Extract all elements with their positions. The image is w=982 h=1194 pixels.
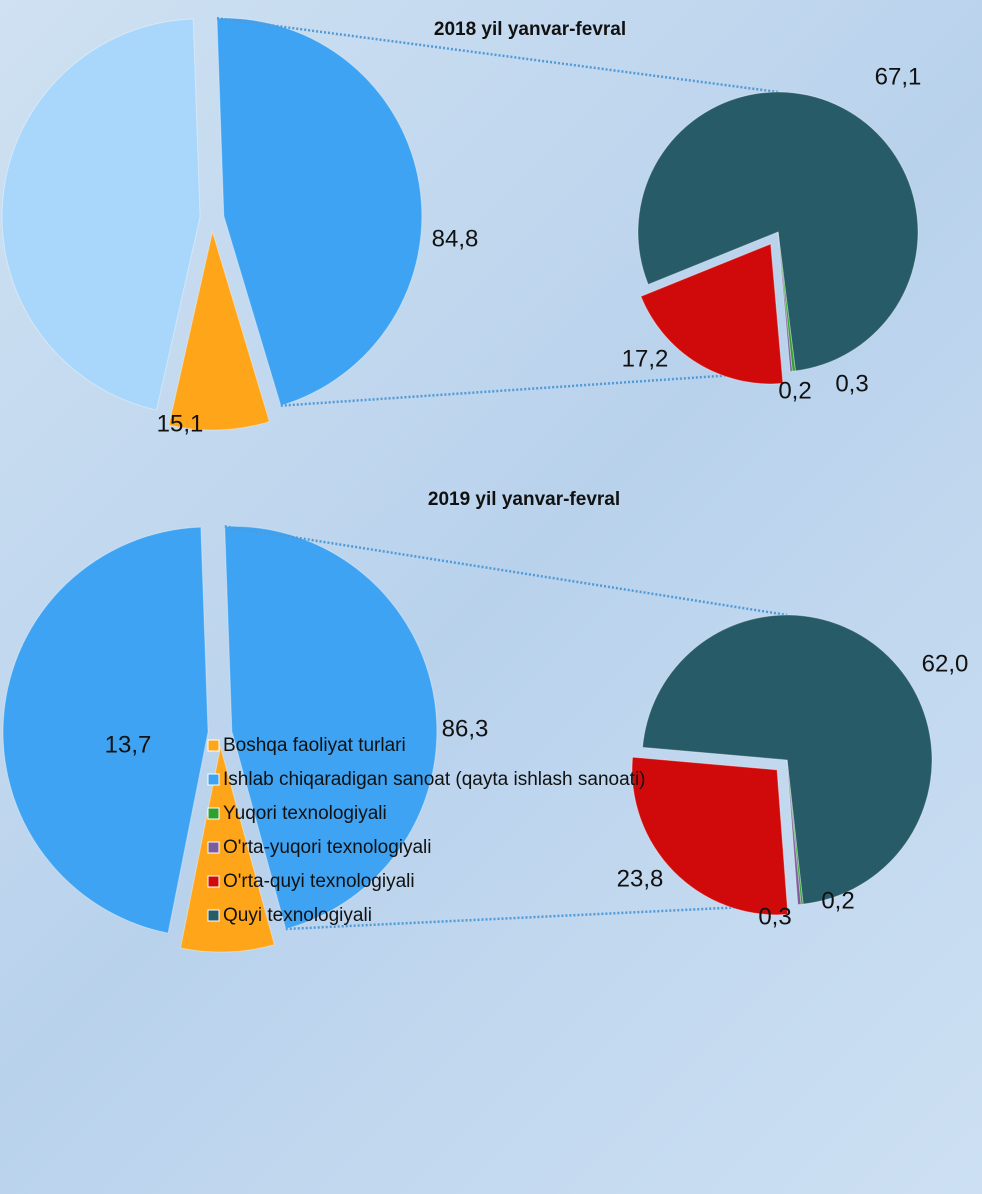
legend-swatch	[207, 875, 220, 888]
data-label: 0,2	[821, 887, 854, 914]
pie-slice	[786, 759, 802, 906]
legend-label: Quyi texnologiyali	[223, 905, 372, 926]
legend-label: O'rta-quyi texnologiyali	[223, 871, 415, 892]
pie-slice	[179, 746, 275, 953]
data-label: 62,0	[922, 650, 969, 677]
data-label: 23,8	[617, 865, 664, 892]
pie-slice	[777, 231, 796, 372]
pie-slice	[786, 759, 804, 905]
legend-swatch	[207, 841, 220, 854]
pie-slice	[777, 231, 793, 373]
legend-swatch	[207, 807, 220, 820]
legend-swatch	[207, 773, 220, 786]
legend-label: Boshqa faoliyat turlari	[223, 735, 406, 756]
pie-slice	[1, 18, 201, 411]
connector-line	[280, 370, 779, 407]
chart-title: 2018 yil yanvar-fevral	[434, 19, 626, 40]
pie-slice-other	[216, 17, 423, 407]
legend-label: Yuqori texnologiyali	[223, 803, 387, 824]
data-label: 86,3	[442, 715, 489, 742]
data-label: 0,3	[835, 370, 868, 397]
legend-label: O'rta-yuqori texnologiyali	[223, 837, 432, 858]
pie-slice	[2, 526, 209, 934]
legend-swatch	[207, 909, 220, 922]
legend-label: Ishlab chiqaradigan sanoat (qayta ishlas…	[223, 769, 646, 790]
legend-swatch	[207, 739, 220, 752]
data-label: 0,2	[778, 377, 811, 404]
data-label: 84,8	[432, 225, 479, 252]
connector-line	[224, 525, 788, 617]
data-label: 15,1	[157, 410, 204, 437]
pie-slice	[642, 614, 933, 905]
pie-slice-other	[224, 525, 438, 930]
data-label: 13,7	[105, 731, 152, 758]
data-label: 17,2	[622, 345, 669, 372]
chart-title: 2019 yil yanvar-fevral	[428, 489, 620, 510]
pie-slice	[637, 91, 919, 372]
data-label: 0,3	[758, 903, 791, 930]
data-label: 67,1	[875, 63, 922, 90]
pie-slice	[631, 756, 789, 916]
pie-slice	[640, 243, 784, 385]
pie-slice	[168, 230, 271, 431]
